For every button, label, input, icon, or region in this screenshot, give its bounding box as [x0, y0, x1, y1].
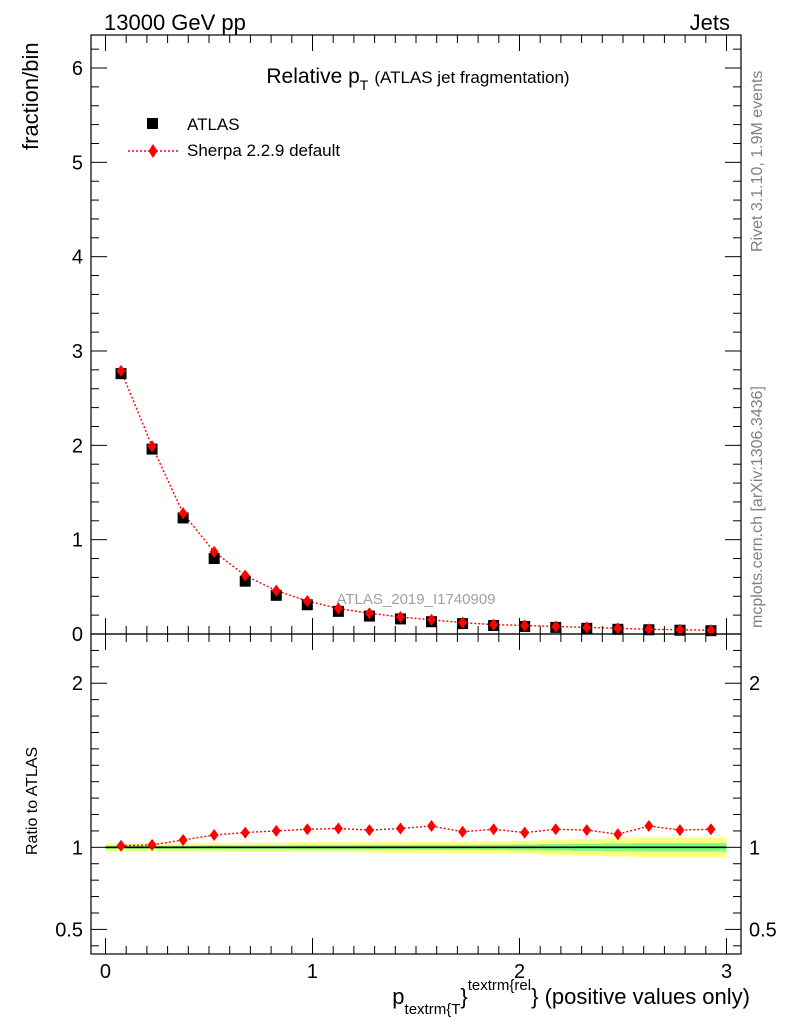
sherpa-point: [489, 618, 499, 631]
ratio-sherpa-point: [551, 823, 561, 836]
sherpa-point: [613, 622, 623, 635]
title-subscript: T: [360, 77, 369, 93]
atlas-point: [208, 553, 220, 565]
ratio-sherpa-point: [489, 823, 499, 836]
xlabel-main: p: [392, 984, 404, 1009]
ratio-sherpa-point: [302, 823, 312, 836]
main-y-tick-label: 1: [72, 530, 83, 552]
ratio-sherpa-point: [333, 822, 343, 835]
main-panel: 0 1 2 3 4 5 6 fraction/bin Relative pT (ATLAS j…: [18, 34, 742, 646]
main-title: Relative pT (ATLAS jet fragmentation): [266, 65, 569, 93]
ratio-sherpa-point: [116, 839, 126, 852]
ratio-sherpa-point: [209, 829, 219, 842]
ratio-y-tick-label: 0.5: [55, 919, 83, 941]
header-collision: 13000 GeV pp: [104, 10, 246, 35]
ratio-sherpa-point: [613, 828, 623, 841]
sherpa-point: [116, 364, 126, 377]
legend-sherpa-label: Sherpa 2.2.9 default: [187, 141, 340, 160]
ratio-data-marks: [116, 820, 716, 852]
ratio-sherpa-point: [178, 833, 188, 846]
xlabel-tail: } (positive values only): [531, 984, 750, 1009]
sherpa-point: [458, 616, 468, 629]
watermark: ATLAS_2019_I1740909: [336, 591, 495, 608]
mcplots-label: mcplots.cern.ch [arXiv:1306.3436]: [749, 386, 766, 628]
sherpa-point: [395, 611, 405, 624]
ratio-xlabel: ptextrm{T}textrm{rel} (positive values o…: [392, 977, 750, 1018]
sherpa-point: [333, 602, 343, 615]
ratio-sherpa-point: [240, 826, 250, 839]
main-y-ticks: 0 1 2 3 4 5 6: [72, 35, 741, 646]
xlabel-subscript: textrm{T: [405, 1001, 461, 1018]
sherpa-point: [302, 594, 312, 607]
legend-sherpa-marker: [148, 144, 158, 158]
main-y-tick-label: 4: [72, 247, 83, 269]
main-y-tick-label: 0: [72, 624, 83, 646]
sherpa-point: [240, 569, 250, 582]
sherpa-point: [706, 624, 716, 637]
ratio-sherpa-point: [706, 823, 716, 836]
sherpa-point: [147, 440, 157, 453]
sherpa-line: [120, 370, 711, 631]
main-y-tick-label: 5: [72, 152, 83, 174]
ratio-y-tick-label: 1: [72, 837, 83, 859]
title-extra: (ATLAS jet fragmentation): [374, 68, 569, 87]
ratio-sherpa-point: [147, 838, 157, 851]
header-jets: Jets: [690, 10, 730, 35]
sherpa-point: [520, 619, 530, 632]
ratio-sherpa-point: [271, 824, 281, 837]
rivet-label: Rivet 3.1.10, 1.9M events: [749, 71, 766, 252]
sherpa-point: [644, 623, 654, 636]
ratio-frame: [90, 633, 742, 955]
xlabel-brace: }: [460, 984, 467, 1009]
sherpa-point: [364, 607, 374, 620]
main-y-tick-label: 6: [72, 58, 83, 80]
sherpa-point: [209, 545, 219, 558]
ratio-y-tick-label-right: 1: [749, 837, 760, 859]
ratio-panel: 0.5 0.5 1 1 2 2 0 1 2 3 Ratio to ATLAS ptextrm{T}…: [24, 633, 777, 1018]
main-y-tick-label: 3: [72, 341, 83, 363]
ratio-x-tick-label: 0: [100, 961, 111, 983]
ratio-x-tick-label: 3: [721, 961, 732, 983]
sherpa-point: [675, 623, 685, 636]
main-data-marks: [115, 364, 717, 637]
ratio-sherpa-line: [120, 825, 712, 847]
ratio-y-tick-label: 2: [72, 673, 83, 695]
ratio-x-tick-label: 2: [514, 961, 525, 983]
legend-atlas-marker: [147, 118, 158, 129]
ratio-sherpa-point: [395, 822, 405, 835]
ratio-sherpa-point: [582, 824, 592, 837]
main-ylabel: fraction/bin: [18, 42, 43, 150]
sherpa-point: [178, 507, 188, 520]
ratio-sherpa-point: [520, 826, 530, 839]
ratio-sherpa-point: [364, 824, 374, 837]
sherpa-point: [427, 613, 437, 626]
main-y-tick-label: 2: [72, 435, 83, 457]
xlabel-superscript: textrm{rel: [468, 977, 531, 994]
ratio-uncertainty-bands: [105, 837, 727, 858]
legend: ATLAS Sherpa 2.2.9 default: [128, 115, 340, 160]
sherpa-point: [271, 584, 281, 597]
sherpa-point: [551, 620, 561, 633]
ratio-x-tick-label: 1: [307, 961, 318, 983]
ratio-y-tick-label-right: 2: [749, 673, 760, 695]
title-main: Relative p: [266, 65, 359, 88]
legend-atlas-label: ATLAS: [187, 115, 240, 134]
ratio-axis-ticks: 0.5 0.5 1 1 2 2 0 1 2 3: [55, 634, 777, 983]
ratio-sherpa-point: [427, 820, 437, 832]
ratio-y-tick-label-right: 0.5: [749, 919, 777, 941]
ratio-sherpa-point: [644, 820, 654, 832]
ratio-sherpa-point: [458, 825, 468, 838]
ratio-sherpa-point: [675, 824, 685, 837]
sherpa-point: [582, 621, 592, 634]
ratio-ylabel: Ratio to ATLAS: [24, 747, 41, 855]
